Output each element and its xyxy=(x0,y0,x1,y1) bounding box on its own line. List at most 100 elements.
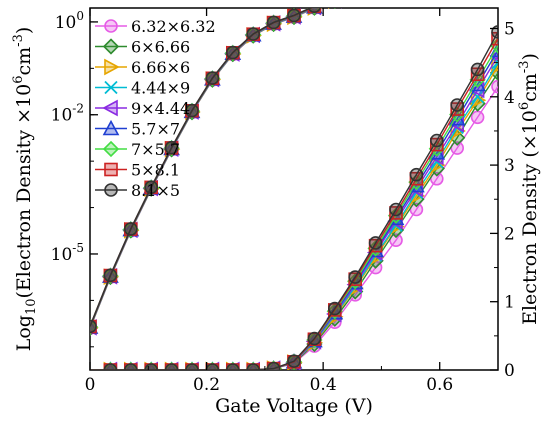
legend-entry: 6×6.66 xyxy=(95,38,190,57)
legend-swatch-marker xyxy=(104,183,118,197)
linear-series-line xyxy=(90,31,498,370)
linear-series-point xyxy=(103,363,118,370)
linear-series-point xyxy=(307,331,322,346)
log-series-point xyxy=(103,268,118,283)
legend-entry: 4.44×9 xyxy=(95,79,190,98)
legend-swatch-marker xyxy=(102,38,120,55)
legend-label: 5.7×7 xyxy=(131,120,180,139)
legend-swatch-marker xyxy=(102,99,118,117)
legend-swatch-marker xyxy=(104,58,120,76)
legend-label: 8.1×5 xyxy=(131,181,180,200)
linear-series-point xyxy=(450,98,465,112)
log-series-point xyxy=(90,319,97,334)
legend-entry: 9×4.44 xyxy=(95,99,190,118)
legend-label: 5×8.1 xyxy=(131,161,180,180)
linear-series-point xyxy=(491,56,498,70)
legend-entry: 6.66×6 xyxy=(95,58,190,77)
linear-series-8 xyxy=(90,25,498,370)
log-series-point xyxy=(307,8,322,15)
y-right-tick-label: 4 xyxy=(504,88,515,108)
linear-series-point xyxy=(450,102,465,116)
legend: 6.32×6.32 6×6.666.66×6 4.44×99×4.44 5.7×77×… xyxy=(95,17,216,200)
y-right-tick-label: 1 xyxy=(504,293,515,313)
legend-swatch-marker xyxy=(104,19,118,33)
y-right-tick-label: 3 xyxy=(504,156,515,176)
linear-series-point xyxy=(124,363,138,370)
x-tick-label: 0.2 xyxy=(193,375,220,395)
legend-swatch-marker xyxy=(104,80,118,95)
x-tick-label: 0.6 xyxy=(426,375,453,395)
y-right-axis-title: Electron Density (×106cm-3) xyxy=(517,53,541,325)
log-series-point xyxy=(340,8,342,9)
linear-series-point xyxy=(327,301,342,316)
linear-series-point xyxy=(368,236,383,250)
linear-series-point xyxy=(409,171,424,186)
log-series-point xyxy=(328,0,342,6)
legend-entry: 6.32×6.32 xyxy=(95,17,216,36)
linear-series-point xyxy=(429,137,444,152)
legend-swatch-marker xyxy=(102,119,120,136)
linear-series-point xyxy=(246,363,260,370)
linear-series-point xyxy=(491,25,498,39)
log-series-point xyxy=(185,103,199,118)
linear-series-point xyxy=(287,354,301,368)
log-series-point xyxy=(329,0,341,6)
legend-label: 6.32×6.32 xyxy=(131,17,216,36)
log-series-point xyxy=(333,8,336,9)
log-series-point xyxy=(246,27,260,41)
linear-series-point xyxy=(470,90,485,104)
x-tick-label: 0 xyxy=(85,375,96,395)
y-right-tick-label: 0 xyxy=(504,361,515,381)
log-series-point xyxy=(307,8,321,13)
log-series-point xyxy=(287,8,301,23)
log-series-point xyxy=(144,180,158,194)
y-left-axis-title: Log10(Electron Density ×106cm-3) xyxy=(11,27,39,352)
y-left-tick-label: 10-5 xyxy=(51,241,84,265)
log-series-point xyxy=(327,8,330,9)
linear-series-point xyxy=(470,62,485,77)
linear-series-point xyxy=(409,167,424,182)
log-series-8 xyxy=(90,0,341,334)
legend-entry: 5.7×7 xyxy=(95,120,180,139)
linear-series-point xyxy=(266,361,281,370)
linear-series-point xyxy=(470,110,485,125)
y-left-tick-label: 100 xyxy=(55,9,84,33)
legend-label: 4.44×9 xyxy=(131,79,190,98)
legend-label: 6×6.66 xyxy=(131,38,190,57)
linear-series-point xyxy=(164,363,179,370)
x-axis-title: Gate Voltage (V) xyxy=(215,395,373,417)
linear-series-point xyxy=(205,363,220,370)
log-series-point xyxy=(329,0,341,5)
legend-label: 9×4.44 xyxy=(131,99,190,118)
linear-series-point xyxy=(389,202,403,217)
log-series-line xyxy=(90,8,313,327)
linear-series-point xyxy=(226,363,240,370)
linear-series-point xyxy=(389,206,403,220)
log-series-point xyxy=(328,0,342,7)
data-layer xyxy=(90,0,498,370)
log-series-point xyxy=(348,0,362,1)
linear-series-point xyxy=(144,363,158,370)
linear-series-point xyxy=(429,133,444,148)
log-series-point xyxy=(124,222,138,236)
legend-entry: 7×5.7 xyxy=(95,140,180,159)
tick-layer: 0 0.2 0.4 0.6 100 10-2 10-5 0 1 2 3 4 5 xyxy=(51,8,515,395)
legend-swatch-marker xyxy=(102,140,120,158)
legend-label: 7×5.7 xyxy=(131,140,180,159)
linear-series-point xyxy=(491,79,498,94)
linear-series-point xyxy=(348,270,363,284)
x-tick-label: 0.4 xyxy=(310,375,337,395)
linear-series-point xyxy=(185,363,199,370)
y-right-tick-label: 2 xyxy=(504,224,515,244)
legend-entry: 5×8.1 xyxy=(95,161,180,180)
y-left-tick-label: 10-2 xyxy=(51,102,84,126)
log-series-point xyxy=(205,71,220,85)
y-right-tick-label: 5 xyxy=(504,19,515,39)
log-series-point xyxy=(266,15,281,30)
log-series-point xyxy=(164,140,179,155)
log-series-point xyxy=(329,0,341,5)
log-series-point xyxy=(349,0,362,1)
log-series-point xyxy=(329,0,341,7)
legend-label: 6.66×6 xyxy=(131,58,190,77)
